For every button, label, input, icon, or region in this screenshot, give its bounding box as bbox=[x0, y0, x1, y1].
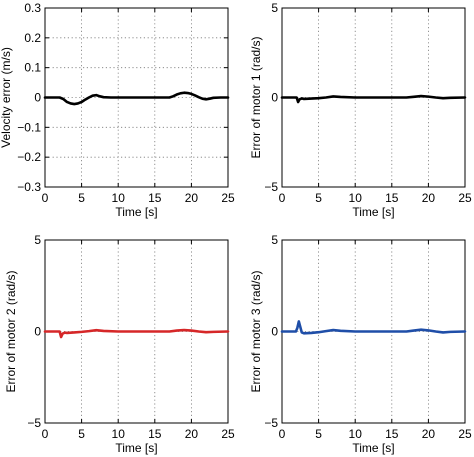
motor-2-error-yaxis-label: Error of motor 2 (rad/s) bbox=[4, 270, 18, 392]
motor-1-error-xtick-label: 5 bbox=[315, 191, 322, 205]
motor-3-error-ytick-label: 5 bbox=[271, 233, 278, 247]
velocity-error-ytick-label: 0.2 bbox=[24, 31, 41, 45]
motor-1-error-xtick-label: 25 bbox=[458, 191, 472, 205]
velocity-error-xtick-label: 15 bbox=[148, 191, 162, 205]
motor-2-error-ytick-label: 5 bbox=[34, 233, 41, 247]
velocity-error-ytick-label: 0.1 bbox=[24, 61, 41, 75]
motor-3-error-series-line bbox=[280, 320, 467, 335]
motor-2-error-xtick-label: 10 bbox=[112, 427, 126, 441]
motor-3-error-ytick-label: −5 bbox=[264, 416, 278, 430]
motor-1-error-yaxis-label: Error of motor 1 (rad/s) bbox=[249, 36, 263, 158]
velocity-error-xtick-label: 20 bbox=[185, 191, 199, 205]
motor-1-error-xtick-label: 20 bbox=[422, 191, 436, 205]
motor-2-error-ytick-label: 0 bbox=[34, 325, 41, 339]
velocity-error-ytick-label: −0.2 bbox=[17, 150, 41, 164]
motor-3-error-xtick-label: 20 bbox=[422, 427, 436, 441]
motor-2-error-xaxis-label: Time [s] bbox=[115, 441, 157, 455]
velocity-error-yaxis-label: Velocity error (m/s) bbox=[0, 47, 13, 148]
motor-2-error-xtick-label: 15 bbox=[148, 427, 162, 441]
velocity-error-ytick-label: 0 bbox=[34, 91, 41, 105]
motor-3-error-xtick-label: 15 bbox=[385, 427, 399, 441]
velocity-error-ytick-label: −0.1 bbox=[17, 120, 41, 134]
motor-3-error-xtick-label: 25 bbox=[458, 427, 472, 441]
velocity-error-ytick-label: −0.3 bbox=[17, 180, 41, 194]
motor-3-error-xtick-label: 10 bbox=[349, 427, 363, 441]
velocity-error-xtick-label: 0 bbox=[42, 191, 49, 205]
motor-3-error-xaxis-label: Time [s] bbox=[352, 441, 394, 455]
velocity-error-xtick-label: 25 bbox=[221, 191, 235, 205]
motor-1-error-xtick-label: 0 bbox=[279, 191, 286, 205]
velocity-error-xaxis-label: Time [s] bbox=[115, 205, 157, 219]
motor-3-error-ytick-label: 0 bbox=[271, 325, 278, 339]
velocity-error-xtick-label: 5 bbox=[78, 191, 85, 205]
motor-3-error-yaxis-label: Error of motor 3 (rad/s) bbox=[249, 270, 263, 392]
velocity-error-panel: 0 5 10 15 20 25 −0.3 −0.2 −0.1 0 0.1 0.2 0.3 Time [s]… bbox=[0, 1, 235, 219]
motor-3-error-xtick-label: 0 bbox=[279, 427, 286, 441]
motor-2-error-ytick-label: −5 bbox=[27, 416, 41, 430]
motor-1-error-ytick-label: 5 bbox=[271, 1, 278, 15]
motor-2-error-xtick-label: 5 bbox=[78, 427, 85, 441]
motor-1-error-ytick-label: 0 bbox=[271, 91, 278, 105]
motor-1-error-xtick-label: 15 bbox=[385, 191, 399, 205]
motor-1-error-xtick-label: 10 bbox=[349, 191, 363, 205]
motor-2-error-xtick-label: 25 bbox=[221, 427, 235, 441]
velocity-error-series-line bbox=[43, 91, 230, 106]
motor-1-error-series-line bbox=[280, 94, 467, 104]
motor-1-error-ytick-label: −5 bbox=[264, 180, 278, 194]
motor-2-error-series-line bbox=[43, 328, 230, 339]
velocity-error-ytick-label: 0.3 bbox=[24, 1, 41, 15]
motor-1-error-xaxis-label: Time [s] bbox=[352, 205, 394, 219]
motor-2-error-xtick-label: 0 bbox=[42, 427, 49, 441]
velocity-error-xtick-label: 10 bbox=[112, 191, 126, 205]
motor-2-error-xtick-label: 20 bbox=[185, 427, 199, 441]
motor-3-error-xtick-label: 5 bbox=[315, 427, 322, 441]
